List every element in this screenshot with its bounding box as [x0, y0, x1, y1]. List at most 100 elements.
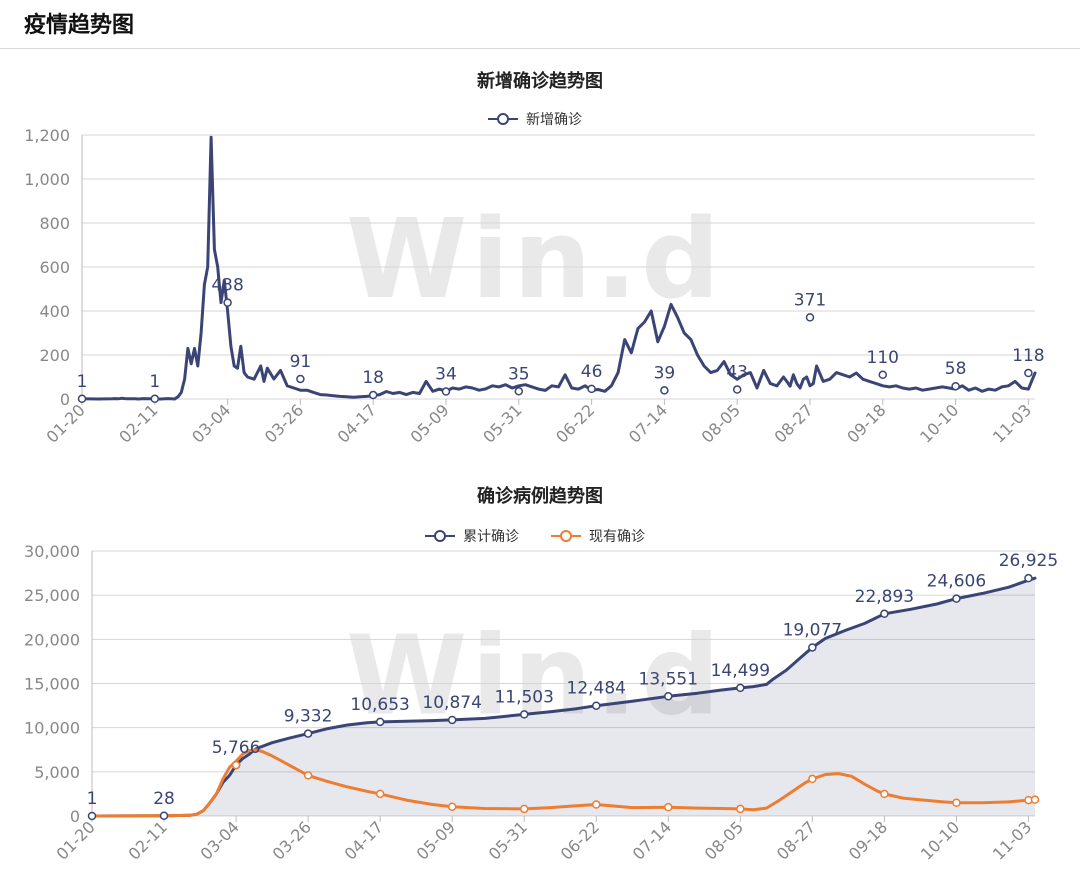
- data-label: 26,925: [999, 551, 1058, 571]
- data-label: 34: [435, 365, 457, 385]
- data-point[interactable]: [732, 385, 742, 394]
- data-point[interactable]: [880, 789, 889, 799]
- data-label: 28: [153, 789, 175, 809]
- legend-item[interactable]: 现有确诊: [551, 529, 645, 545]
- watermark: Win.d: [346, 612, 724, 740]
- data-label: 110: [867, 348, 899, 368]
- data-point[interactable]: [591, 701, 601, 710]
- data-point[interactable]: [296, 374, 305, 384]
- y-tick-label: 600: [39, 258, 70, 277]
- chart-title: 确诊病例趋势图: [477, 485, 603, 507]
- data-label: 22,893: [855, 587, 914, 607]
- y-tick-label: 5,000: [34, 763, 80, 782]
- x-tick-label: 03-26: [269, 817, 315, 863]
- y-tick-label: 1,200: [24, 126, 70, 145]
- y-tick-label: 800: [39, 214, 70, 233]
- y-tick-label: 1,000: [24, 170, 70, 189]
- data-point[interactable]: [441, 387, 451, 396]
- x-tick-label: 04-17: [341, 817, 387, 863]
- chart-title: 新增确诊趋势图: [477, 70, 603, 92]
- data-label: 39: [654, 363, 676, 383]
- y-tick-label: 10,000: [24, 719, 80, 738]
- data-point[interactable]: [519, 710, 529, 719]
- series-area: [92, 578, 1035, 816]
- data-point[interactable]: [375, 789, 385, 799]
- data-point[interactable]: [231, 760, 241, 770]
- data-label: 1: [149, 372, 160, 392]
- data-point[interactable]: [514, 387, 524, 396]
- x-tick-label: 08-27: [773, 817, 819, 863]
- data-label: 14,499: [711, 661, 770, 681]
- y-tick-label: 0: [70, 807, 80, 826]
- y-tick-label: 30,000: [24, 542, 80, 561]
- x-tick-label: 02-11: [125, 817, 171, 863]
- data-point[interactable]: [587, 384, 596, 394]
- legend-item[interactable]: 新增确诊: [488, 112, 582, 128]
- data-point[interactable]: [1024, 573, 1033, 583]
- data-point[interactable]: [368, 390, 378, 400]
- data-point[interactable]: [375, 717, 385, 727]
- data-point[interactable]: [519, 804, 529, 814]
- app-header: 疫情趋势图: [0, 0, 1080, 49]
- data-point[interactable]: [880, 609, 889, 619]
- data-point[interactable]: [736, 683, 745, 693]
- data-label: 91: [290, 352, 312, 372]
- data-point[interactable]: [159, 811, 169, 821]
- data-point[interactable]: [736, 804, 745, 814]
- y-tick-label: 25,000: [24, 586, 80, 605]
- x-tick-label: 05-09: [413, 817, 459, 863]
- x-tick-label: 06-22: [557, 817, 603, 863]
- y-tick-label: 20,000: [24, 630, 80, 649]
- data-point[interactable]: [664, 692, 673, 701]
- x-tick-label: 05-31: [485, 817, 531, 863]
- data-point[interactable]: [447, 802, 457, 811]
- data-label: 46: [581, 362, 603, 382]
- data-point[interactable]: [952, 594, 961, 603]
- data-label: 1: [77, 372, 88, 392]
- data-point[interactable]: [1030, 795, 1040, 804]
- data-point[interactable]: [591, 800, 601, 809]
- data-point[interactable]: [660, 386, 669, 395]
- data-point[interactable]: [808, 643, 817, 652]
- legend-label: 累计确诊: [463, 529, 519, 545]
- series-line: [90, 748, 1037, 818]
- data-point[interactable]: [952, 798, 961, 807]
- legend-label: 现有确诊: [589, 529, 645, 545]
- data-label: 43: [726, 363, 748, 383]
- data-point[interactable]: [878, 370, 888, 380]
- data-label: 11,503: [494, 687, 553, 707]
- data-point[interactable]: [447, 715, 457, 725]
- data-label: 18: [362, 368, 384, 388]
- data-point[interactable]: [808, 774, 817, 784]
- watermark: Win.d: [346, 195, 724, 323]
- data-point[interactable]: [951, 381, 960, 391]
- page-title: 疫情趋势图: [24, 13, 135, 38]
- data-point[interactable]: [664, 802, 673, 812]
- data-label: 13,551: [639, 669, 698, 689]
- data-point[interactable]: [805, 313, 815, 322]
- data-point[interactable]: [1024, 368, 1033, 378]
- data-label: 371: [794, 290, 826, 310]
- legend-item[interactable]: 累计确诊: [425, 529, 519, 545]
- x-tick-label: 08-05: [698, 400, 744, 446]
- y-tick-label: 200: [39, 346, 70, 365]
- data-label: 118: [1012, 346, 1044, 366]
- data-point[interactable]: [303, 729, 313, 738]
- legend-label: 新增确诊: [526, 112, 582, 128]
- x-tick-label: 03-26: [261, 400, 307, 446]
- x-tick-label: 11-03: [989, 817, 1035, 863]
- x-tick-label: 08-27: [770, 400, 816, 446]
- data-point[interactable]: [150, 394, 160, 404]
- x-tick-label: 09-18: [843, 400, 889, 446]
- data-label: 35: [508, 364, 530, 384]
- data-label: 58: [945, 359, 967, 379]
- data-point[interactable]: [87, 811, 97, 821]
- x-tick-label: 11-03: [989, 400, 1035, 446]
- data-point[interactable]: [303, 771, 313, 780]
- data-point[interactable]: [77, 394, 87, 404]
- data-label: 19,077: [783, 620, 842, 640]
- x-tick-label: 05-31: [479, 400, 525, 446]
- data-point[interactable]: [223, 298, 232, 307]
